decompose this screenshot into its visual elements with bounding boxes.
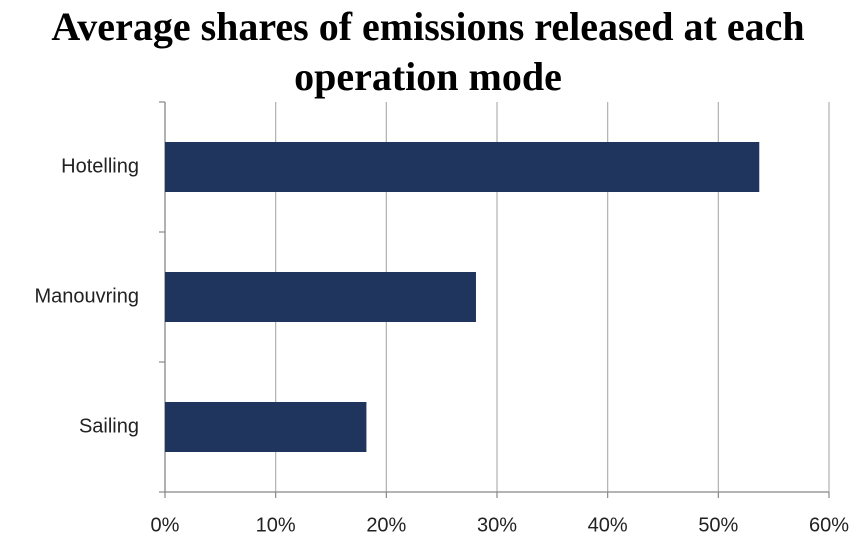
x-tick-label: 10%: [256, 514, 296, 536]
x-tick-label: 0%: [151, 514, 180, 536]
x-tick-label: 60%: [809, 514, 849, 536]
x-tick-label: 20%: [366, 514, 406, 536]
x-tick-label: 50%: [698, 514, 738, 536]
x-tick-label: 40%: [588, 514, 628, 536]
y-tick-label: Sailing: [79, 415, 139, 437]
y-tick-label: Manouvring: [34, 285, 139, 307]
y-tick-label: Hotelling: [61, 155, 139, 177]
x-tick-label: 30%: [477, 514, 517, 536]
bar: [165, 272, 476, 322]
bar: [165, 142, 760, 192]
chart-title: Average shares of emissions released at …: [51, 4, 805, 99]
bar: [165, 402, 367, 452]
